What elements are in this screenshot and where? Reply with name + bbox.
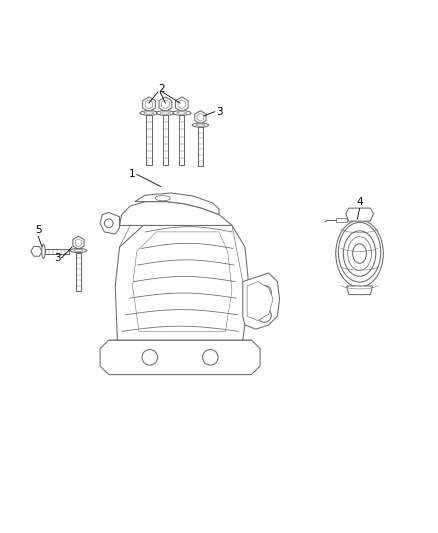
Text: 4: 4 bbox=[356, 197, 363, 207]
Ellipse shape bbox=[156, 111, 174, 115]
Ellipse shape bbox=[343, 231, 376, 276]
Ellipse shape bbox=[177, 112, 187, 114]
Polygon shape bbox=[134, 193, 219, 215]
Polygon shape bbox=[73, 236, 84, 249]
Text: 3: 3 bbox=[54, 253, 60, 263]
Ellipse shape bbox=[140, 111, 158, 115]
Polygon shape bbox=[162, 100, 169, 109]
Polygon shape bbox=[159, 97, 172, 112]
Polygon shape bbox=[45, 249, 69, 254]
Circle shape bbox=[258, 286, 271, 300]
Ellipse shape bbox=[348, 237, 371, 270]
Ellipse shape bbox=[155, 196, 170, 201]
Polygon shape bbox=[198, 127, 203, 166]
Polygon shape bbox=[100, 340, 260, 375]
Ellipse shape bbox=[192, 123, 208, 127]
Polygon shape bbox=[146, 115, 152, 165]
Circle shape bbox=[202, 350, 218, 365]
Polygon shape bbox=[163, 115, 168, 165]
Text: 3: 3 bbox=[216, 107, 223, 117]
Text: 5: 5 bbox=[35, 225, 42, 235]
Ellipse shape bbox=[196, 124, 205, 126]
Polygon shape bbox=[243, 273, 279, 329]
Ellipse shape bbox=[353, 244, 367, 263]
Circle shape bbox=[104, 219, 113, 228]
Ellipse shape bbox=[74, 249, 83, 252]
Polygon shape bbox=[143, 97, 155, 112]
Circle shape bbox=[142, 350, 158, 365]
Polygon shape bbox=[178, 100, 186, 109]
Ellipse shape bbox=[336, 220, 383, 287]
Polygon shape bbox=[197, 114, 204, 121]
Polygon shape bbox=[31, 246, 42, 256]
Polygon shape bbox=[179, 115, 184, 165]
Polygon shape bbox=[195, 111, 206, 124]
Polygon shape bbox=[346, 286, 372, 295]
Polygon shape bbox=[145, 100, 153, 109]
Ellipse shape bbox=[338, 222, 381, 282]
Polygon shape bbox=[115, 225, 249, 340]
Polygon shape bbox=[133, 232, 232, 332]
Text: 1: 1 bbox=[129, 168, 136, 179]
Polygon shape bbox=[176, 97, 188, 112]
Polygon shape bbox=[100, 213, 120, 234]
Ellipse shape bbox=[144, 112, 154, 114]
Ellipse shape bbox=[70, 248, 87, 253]
Polygon shape bbox=[336, 218, 347, 222]
Polygon shape bbox=[76, 253, 81, 292]
Polygon shape bbox=[346, 208, 373, 221]
Polygon shape bbox=[247, 281, 273, 320]
Text: 2: 2 bbox=[159, 84, 165, 94]
Ellipse shape bbox=[173, 111, 191, 115]
Polygon shape bbox=[75, 239, 82, 247]
Circle shape bbox=[258, 309, 271, 322]
Ellipse shape bbox=[42, 245, 45, 259]
Polygon shape bbox=[120, 201, 232, 225]
Ellipse shape bbox=[160, 112, 170, 114]
